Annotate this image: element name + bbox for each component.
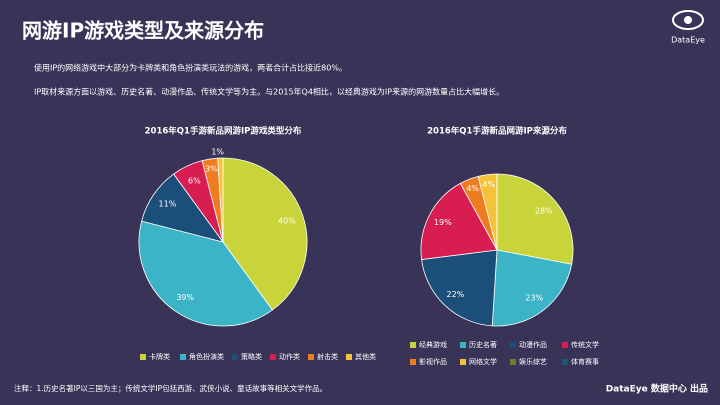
legend-swatch (562, 342, 568, 348)
data-label: 3% (205, 164, 218, 173)
data-label: 4% (466, 184, 479, 193)
legend-label: 射击类 (317, 352, 338, 361)
pie-slice (217, 157, 224, 243)
legend-label: 影视作品 (419, 357, 447, 366)
legend-swatch (510, 342, 516, 348)
brand: DataEye (671, 36, 705, 45)
footnote: 注释：1.历史名著IP以三国为主；传统文学IP包括西游、武侠小说、童话故事等相关… (14, 383, 327, 393)
credit: DataEye 数据中心 出品 (606, 383, 708, 395)
legend-swatch (410, 359, 416, 365)
legend-swatch (460, 359, 466, 365)
legend-label: 其他类 (355, 352, 376, 361)
data-label: 22% (446, 290, 464, 299)
legend-label: 动漫作品 (519, 340, 547, 349)
paragraph: IP取材来源方面以游戏、历史名著、动漫作品、传统文学等为主。与2015年Q4相比… (34, 87, 504, 97)
data-label: 19% (434, 218, 452, 227)
legend-swatch (460, 342, 466, 348)
legend-label: 策略类 (241, 352, 262, 361)
pie-slice (421, 249, 498, 327)
slide-title: 网游IP游戏类型及来源分布 (22, 19, 264, 43)
legend-label: 体育赛事 (571, 357, 599, 366)
legend-swatch (140, 354, 146, 360)
legend-label: 卡牌类 (149, 352, 170, 361)
legend-swatch (308, 354, 314, 360)
pie-slice (496, 173, 574, 265)
data-label: 11% (159, 200, 177, 209)
data-label: 23% (525, 294, 543, 303)
pie-slice (491, 249, 573, 327)
legend-label: 传统文学 (571, 340, 599, 349)
legend-swatch (270, 354, 276, 360)
chart-title: 2016年Q1手游新品网游IP游戏类型分布 (145, 126, 302, 137)
data-label: 28% (535, 207, 553, 216)
paragraph: 使用IP的网络游戏中大部分为卡牌类和角色扮演类玩法的游戏，两者合计占比接近80%… (34, 63, 347, 73)
logo (672, 10, 704, 30)
legend-label: 网络文学 (469, 357, 497, 366)
legend-label: 历史名著 (469, 340, 497, 349)
legend-swatch (232, 354, 238, 360)
legend-swatch (410, 342, 416, 348)
legend-swatch (510, 359, 516, 365)
data-label: 1% (211, 148, 224, 157)
chart-title: 2016年Q1手游新品网游IP来源分布 (427, 126, 567, 137)
pie-slice (222, 157, 308, 311)
legend-swatch (180, 354, 186, 360)
legend-label: 经典游戏 (419, 340, 447, 349)
data-label: 40% (278, 217, 296, 226)
pie-slice (138, 220, 273, 327)
legend-swatch (562, 359, 568, 365)
legend-swatch (346, 354, 352, 360)
pie-slice (420, 182, 498, 260)
legend-label: 娱乐综艺 (519, 357, 547, 366)
legend-label: 动作类 (279, 352, 300, 361)
data-label: 39% (176, 293, 194, 302)
data-label: 4% (482, 180, 495, 189)
data-label: 6% (188, 177, 201, 186)
legend-label: 角色扮演类 (189, 352, 224, 361)
